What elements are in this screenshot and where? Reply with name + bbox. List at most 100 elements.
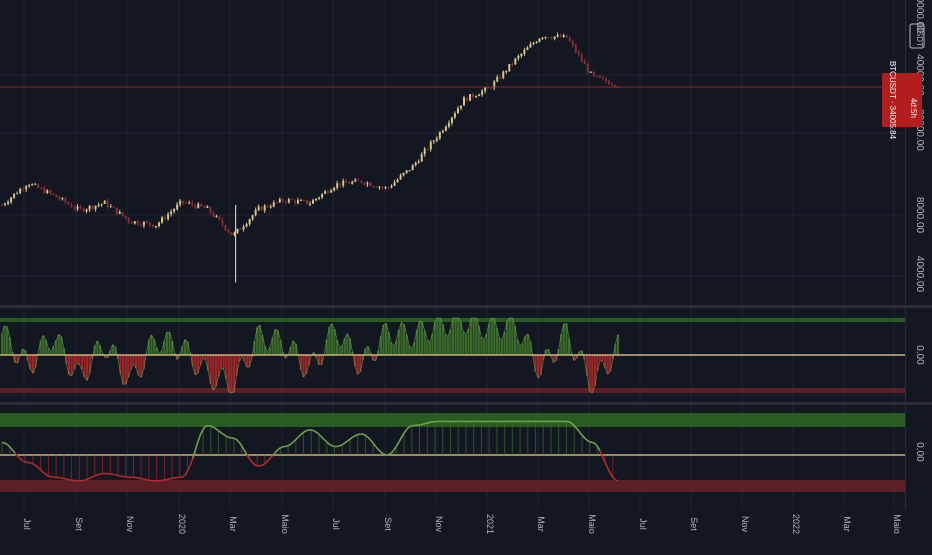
- candle-body: [95, 206, 97, 209]
- candle-body: [227, 230, 229, 232]
- candle-body: [363, 183, 365, 185]
- candle-body: [113, 206, 115, 207]
- candle-body: [551, 38, 553, 39]
- osc2-line-seg: [363, 434, 366, 435]
- candle-body: [243, 227, 245, 230]
- candle-body: [587, 64, 589, 72]
- osc2-line-seg: [141, 479, 144, 480]
- panel-separator-2[interactable]: [0, 402, 932, 405]
- candle-body: [372, 186, 374, 187]
- candle-body: [92, 206, 94, 209]
- candle-body: [412, 165, 414, 170]
- candle-body: [608, 81, 610, 84]
- osc2-line-seg: [2, 442, 5, 443]
- candle-body: [203, 206, 205, 208]
- candle-body: [566, 35, 568, 37]
- osc2-lower-zone: [0, 480, 905, 492]
- osc2-line-seg: [139, 478, 142, 479]
- time-label: Set: [74, 517, 84, 531]
- panel-separator-1[interactable]: [0, 305, 932, 308]
- osc2-line-seg: [332, 446, 335, 447]
- candle-body: [306, 200, 308, 204]
- time-label: 2021: [485, 514, 495, 534]
- candle-body: [270, 207, 272, 208]
- candle-body: [578, 52, 580, 54]
- candle-body: [545, 37, 547, 38]
- candle-body: [596, 76, 598, 77]
- candle-body: [179, 201, 181, 205]
- candle-body: [221, 220, 223, 225]
- candle-body: [560, 35, 562, 37]
- time-label: 2022: [791, 514, 801, 534]
- candle-body: [490, 88, 492, 89]
- candle-body: [212, 213, 214, 217]
- candle-body: [128, 218, 130, 222]
- candle-body: [209, 207, 211, 213]
- osc2-line-seg: [30, 463, 33, 464]
- candle-body: [297, 200, 299, 203]
- osc1-lower-zone: [0, 388, 905, 393]
- candle-body: [215, 216, 217, 217]
- candle-body: [104, 201, 106, 204]
- candle-body: [463, 97, 465, 105]
- candle-body: [460, 106, 462, 109]
- candle-body: [554, 37, 556, 39]
- candle-body: [611, 84, 613, 85]
- candle-body: [89, 206, 91, 210]
- candle-body: [369, 183, 371, 186]
- candle-body: [240, 229, 242, 230]
- candle-body: [357, 180, 359, 181]
- time-label: Nov: [434, 516, 444, 533]
- osc2-line-seg: [69, 480, 72, 481]
- osc2-line-seg: [90, 477, 93, 478]
- osc2-line-seg: [64, 479, 67, 480]
- candle-body: [31, 184, 33, 185]
- currency-badge[interactable]: USDT: [915, 25, 924, 47]
- candle-body: [164, 217, 166, 219]
- time-label: Maio: [280, 514, 290, 534]
- osc2-line-seg: [260, 465, 263, 466]
- candle-body: [442, 131, 444, 132]
- time-label: Jul: [638, 518, 648, 530]
- candle-body: [330, 190, 332, 192]
- candle-body: [502, 71, 504, 78]
- osc2-line-seg: [113, 474, 116, 475]
- time-label: Mar: [536, 516, 546, 532]
- candle-body: [49, 190, 51, 193]
- candle-body: [86, 209, 88, 211]
- candle-body: [484, 87, 486, 90]
- candle-body: [327, 191, 329, 192]
- candle-body: [309, 204, 311, 205]
- candle-body: [7, 202, 9, 204]
- candle-body: [481, 91, 483, 95]
- osc2-line-seg: [425, 423, 428, 424]
- candle-body: [131, 222, 133, 224]
- candle-body: [73, 207, 75, 209]
- candle-body: [439, 132, 441, 138]
- current-price-label-line1: BTCUSDT · 34005.84: [888, 61, 897, 140]
- osc2-line-seg: [590, 442, 593, 443]
- candle-body: [25, 186, 27, 189]
- time-label: Jul: [22, 518, 32, 530]
- candle-body: [52, 193, 54, 194]
- candle-body: [532, 43, 534, 44]
- candle-body: [345, 181, 347, 183]
- candle-body: [152, 225, 154, 227]
- osc2-line-seg: [144, 479, 147, 480]
- candle-body: [303, 200, 305, 201]
- candle-body: [400, 175, 402, 179]
- osc2-line-seg: [121, 476, 124, 477]
- candle-body: [333, 188, 335, 191]
- osc2-line-seg: [430, 422, 433, 423]
- candle-body: [535, 42, 537, 43]
- candle-body: [125, 216, 127, 218]
- candle-body: [80, 207, 82, 209]
- osc2-line-seg: [409, 426, 412, 427]
- candle-body: [354, 180, 356, 182]
- candle-body: [318, 197, 320, 198]
- osc2-line-seg: [286, 446, 289, 447]
- candle-body: [161, 217, 163, 222]
- candle-body: [194, 205, 196, 208]
